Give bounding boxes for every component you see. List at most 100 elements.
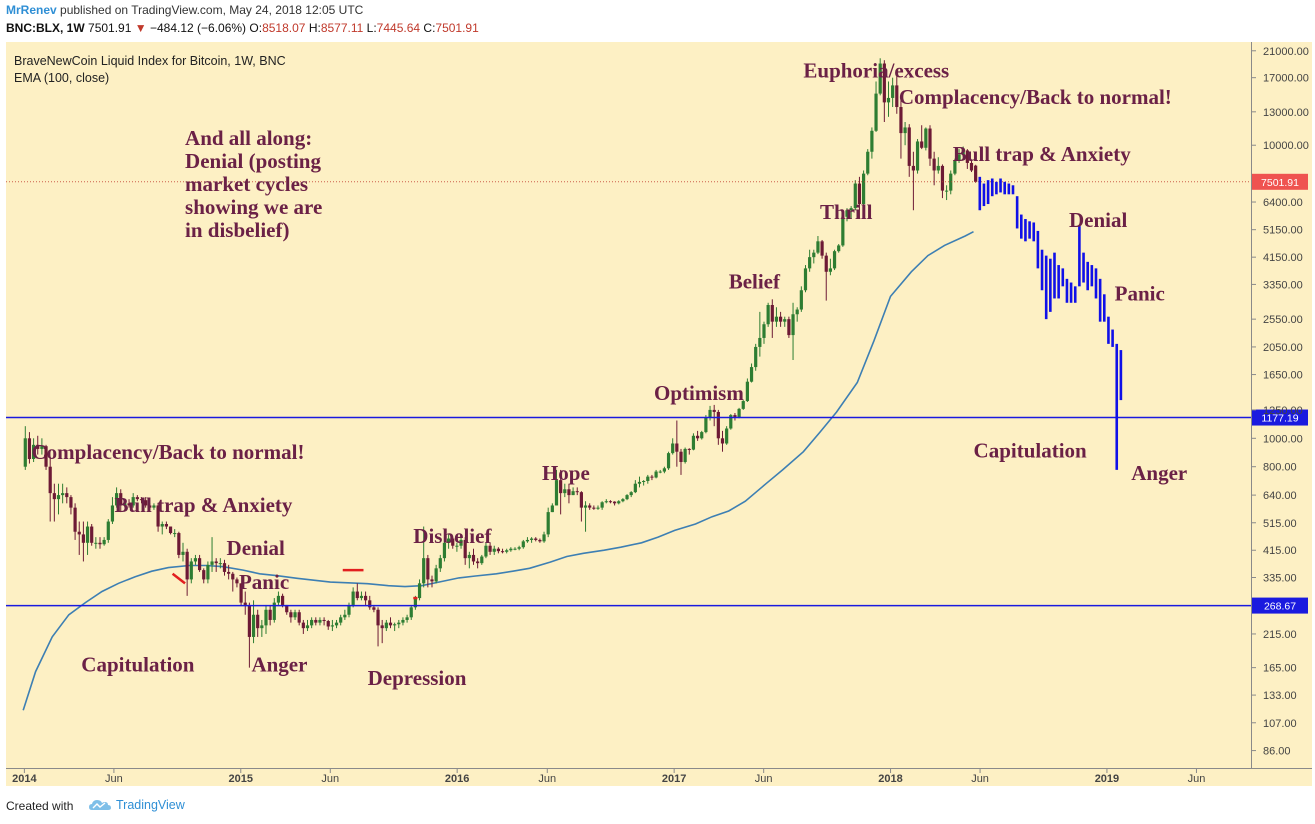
author-link[interactable]: MrRenev	[6, 3, 57, 17]
candle-down	[820, 239, 824, 259]
candle-down	[496, 547, 500, 554]
candle-body	[837, 245, 841, 252]
candle-down	[733, 412, 737, 421]
candle-up	[442, 537, 447, 562]
candle-body	[646, 476, 650, 482]
candle-body	[189, 561, 193, 580]
horizontal-line-badge	[1252, 409, 1308, 426]
candle-down	[168, 526, 173, 535]
candle-up	[276, 591, 281, 605]
candle-body	[168, 526, 173, 534]
candle-body	[293, 612, 297, 618]
price-tick-label: 2050.00	[1263, 342, 1303, 354]
horizontal-lines-layer[interactable]: 1177.19 268.67 7501.91	[6, 173, 1308, 614]
indicator-label: EMA (100, close)	[14, 71, 109, 85]
candle-body	[380, 625, 384, 629]
candle-body	[666, 453, 671, 469]
candle-body	[90, 526, 94, 543]
candle-body	[197, 558, 202, 571]
candle-down	[127, 499, 131, 508]
candle-down	[48, 457, 52, 522]
candle-up	[762, 321, 766, 344]
candle-up	[272, 598, 276, 623]
tradingview-cloud-icon	[89, 800, 111, 810]
candle-up	[841, 214, 845, 247]
candle-body	[924, 128, 928, 148]
candle-body	[637, 481, 642, 484]
candle-body	[799, 290, 803, 310]
candle-body	[604, 501, 608, 503]
candle-down	[135, 495, 139, 502]
current-price-label: 7501.91	[1261, 177, 1299, 189]
candle-body	[451, 538, 455, 546]
candle-up	[629, 491, 633, 498]
candle-down	[965, 149, 969, 169]
candle-body	[488, 545, 492, 552]
candle-body	[675, 443, 679, 452]
candle-body	[393, 624, 397, 626]
candle-body	[741, 401, 745, 409]
candle-down	[65, 487, 69, 504]
chart-header: MrRenev published on TradingView.com, Ma…	[0, 0, 1315, 42]
candle-down	[326, 619, 330, 630]
candle-body	[44, 446, 48, 467]
candle-up	[131, 493, 135, 508]
candle-body	[442, 542, 447, 559]
price-tick-label: 1000.00	[1263, 433, 1303, 445]
chart-area[interactable]: 1177.19 268.67 7501.91 Euphoria/excess Comp…	[6, 42, 1312, 791]
symbol-label[interactable]: BNC:BLX, 1W	[6, 21, 85, 35]
candle-body	[654, 471, 658, 478]
tradingview-link[interactable]: TradingView	[89, 798, 185, 812]
time-tick-label: 2014	[12, 773, 37, 785]
candle-up	[434, 564, 438, 584]
candle-body	[409, 607, 413, 618]
candle-body	[820, 241, 824, 256]
candle-body	[729, 415, 733, 429]
red-marks-layer	[171, 568, 418, 600]
candle-down	[932, 151, 936, 186]
candle-body	[554, 480, 559, 506]
candle-up	[671, 438, 675, 455]
candle-body	[529, 538, 534, 540]
candle-body	[119, 493, 123, 506]
candle-up	[791, 302, 795, 360]
candle-body	[27, 438, 32, 459]
ema-layer	[22, 230, 974, 711]
candle-down	[650, 474, 654, 481]
candle-up	[455, 542, 459, 552]
candle-body	[114, 493, 119, 506]
price-axis-labels[interactable]: 21000.00 17000.00 13000.00 10000.00 6400.00 5…	[1251, 46, 1309, 758]
footer: Created with TradingView	[0, 788, 1315, 824]
candle-body	[459, 539, 463, 546]
candle-down	[69, 495, 73, 515]
price-tick-label: 2550.00	[1263, 314, 1303, 326]
candle-body	[600, 502, 604, 508]
candle-down	[716, 409, 720, 445]
price-tick-label: 3350.00	[1263, 279, 1303, 291]
candle-up	[799, 286, 803, 312]
candle-body	[936, 165, 940, 171]
candle-down	[882, 60, 886, 123]
candle-down	[675, 420, 679, 467]
candle-up	[542, 531, 546, 543]
candle-body	[621, 499, 625, 502]
candle-body	[247, 604, 251, 637]
candle-body	[642, 481, 646, 483]
candle-up	[405, 614, 409, 623]
candle-down	[363, 591, 368, 605]
candle-up	[102, 537, 106, 546]
candle-body	[633, 483, 637, 493]
candle-down	[778, 311, 783, 327]
price-tick-label: 5150.00	[1263, 225, 1303, 237]
time-axis-labels[interactable]: 2014 Jun 2015 Jun 2016 Jun 2017 Jun 2018 Jun 2019 J…	[12, 768, 1205, 785]
candle-down	[197, 554, 202, 572]
candle-body	[210, 561, 214, 565]
candle-up	[795, 307, 799, 322]
candle-body	[446, 538, 451, 543]
ohlc-line: BNC:BLX, 1W 7501.91 ▼ −484.12 (−6.06%) O…	[6, 21, 479, 35]
candle-up	[305, 619, 310, 632]
candle-body	[778, 316, 783, 322]
candle-body	[280, 595, 285, 605]
candle-body	[928, 128, 932, 159]
